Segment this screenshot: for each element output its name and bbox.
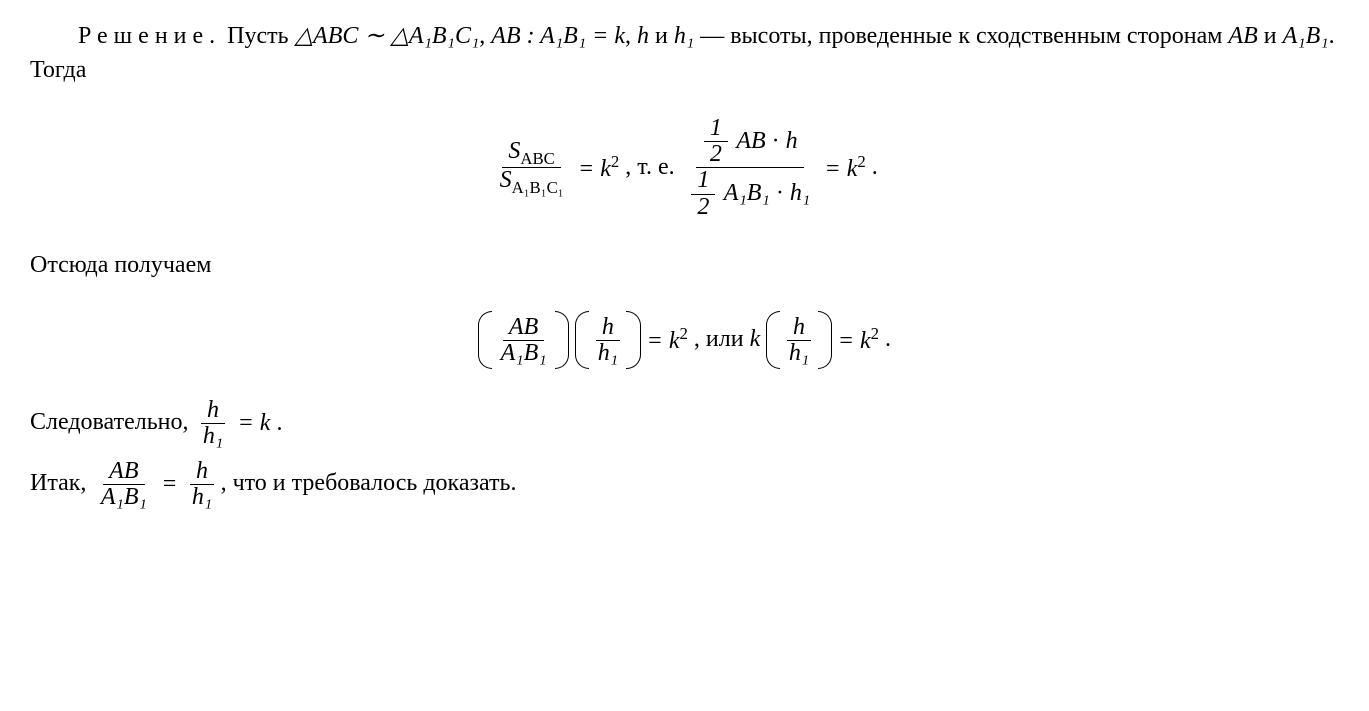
text: , xyxy=(625,23,637,49)
math-ratio: AB : A₁B₁ = k xyxy=(491,23,625,49)
paren-2: h h₁ xyxy=(575,311,641,370)
lead-word: Решение. xyxy=(78,23,221,49)
frac-h-h1-final: h h₁ xyxy=(186,459,218,510)
text: и xyxy=(1258,23,1283,49)
frac-half-top: 1 2 xyxy=(704,116,728,167)
frac-half-bot: 1 2 xyxy=(691,168,715,219)
paragraph-4: Итак, AB A₁B₁ = h h₁ , что и требовалось… xyxy=(30,459,1339,510)
text: — высоты, проведенные к сходственным сто… xyxy=(694,23,1228,49)
equation-1: SABC SA₁B₁C₁ = k2, т. е. 1 2 AB · h 1 xyxy=(30,116,1339,220)
text: Пусть xyxy=(221,23,294,49)
paren-1: AB A₁B₁ xyxy=(478,311,569,370)
paragraph-1: Решение. Пусть △ABC ∼ △A₁B₁C₁, AB : A₁B₁… xyxy=(30,20,1339,87)
paragraph-3: Следовательно, h h₁ = k. xyxy=(30,398,1339,449)
frac-S: SABC SA₁B₁C₁ xyxy=(494,139,570,197)
frac-big: 1 2 AB · h 1 2 A₁B₁ · h₁ xyxy=(683,116,816,220)
math-h: h xyxy=(637,23,649,49)
text: и xyxy=(649,23,674,49)
math-h1: h₁ xyxy=(674,23,694,49)
math-ab: AB xyxy=(1228,23,1257,49)
math-a1b1: A₁B₁ xyxy=(1283,23,1329,49)
math-sim: △ABC ∼ △A₁B₁C₁ xyxy=(295,23,480,49)
paren-3: h h₁ xyxy=(766,311,832,370)
frac-h-h1: h h₁ xyxy=(197,398,229,449)
equation-2: AB A₁B₁ h h₁ = k2, или k h h₁ = k2. xyxy=(30,311,1339,370)
text: , xyxy=(479,23,491,49)
frac-AB-A1B1: AB A₁B₁ xyxy=(95,459,153,510)
paragraph-2: Отсюда получаем xyxy=(30,249,1339,283)
